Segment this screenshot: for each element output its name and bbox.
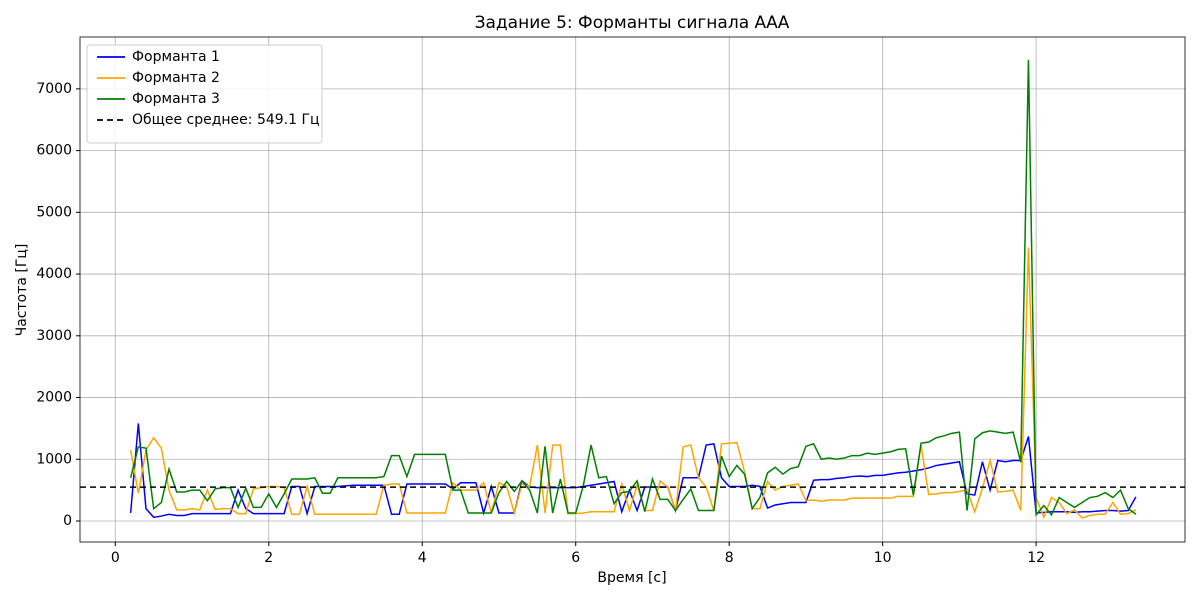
legend-box bbox=[86, 44, 323, 144]
legend-label: Форманта 1 bbox=[132, 49, 220, 65]
y-axis-label: Частота [Гц] bbox=[14, 244, 30, 337]
axes-frame bbox=[79, 36, 1186, 543]
x-tick-label: 8 bbox=[725, 550, 734, 566]
x-tick-label: 4 bbox=[418, 550, 427, 566]
x-tick-label: 6 bbox=[571, 550, 580, 566]
x-tick-label: 12 bbox=[1027, 550, 1045, 566]
x-tick-label: 2 bbox=[264, 550, 273, 566]
legend-label: Форманта 3 bbox=[132, 91, 220, 107]
y-tick-label: 4000 bbox=[36, 266, 72, 282]
y-tick-label: 3000 bbox=[36, 328, 72, 344]
chart-title: Задание 5: Форманты сигнала ААА bbox=[475, 13, 790, 33]
legend-label: Общее среднее: 549.1 Гц bbox=[132, 112, 320, 128]
x-tick-label: 0 bbox=[111, 550, 120, 566]
y-tick-label: 0 bbox=[63, 513, 72, 529]
x-axis-label: Время [с] bbox=[597, 570, 666, 586]
x-tick-label: 10 bbox=[874, 550, 892, 566]
legend-label: Форманта 2 bbox=[132, 70, 220, 86]
y-tick-label: 7000 bbox=[36, 81, 72, 97]
y-tick-label: 6000 bbox=[36, 143, 72, 159]
y-tick-label: 1000 bbox=[36, 451, 72, 467]
y-tick-label: 2000 bbox=[36, 390, 72, 406]
y-tick-label: 5000 bbox=[36, 204, 72, 220]
series-line bbox=[129, 59, 1137, 517]
